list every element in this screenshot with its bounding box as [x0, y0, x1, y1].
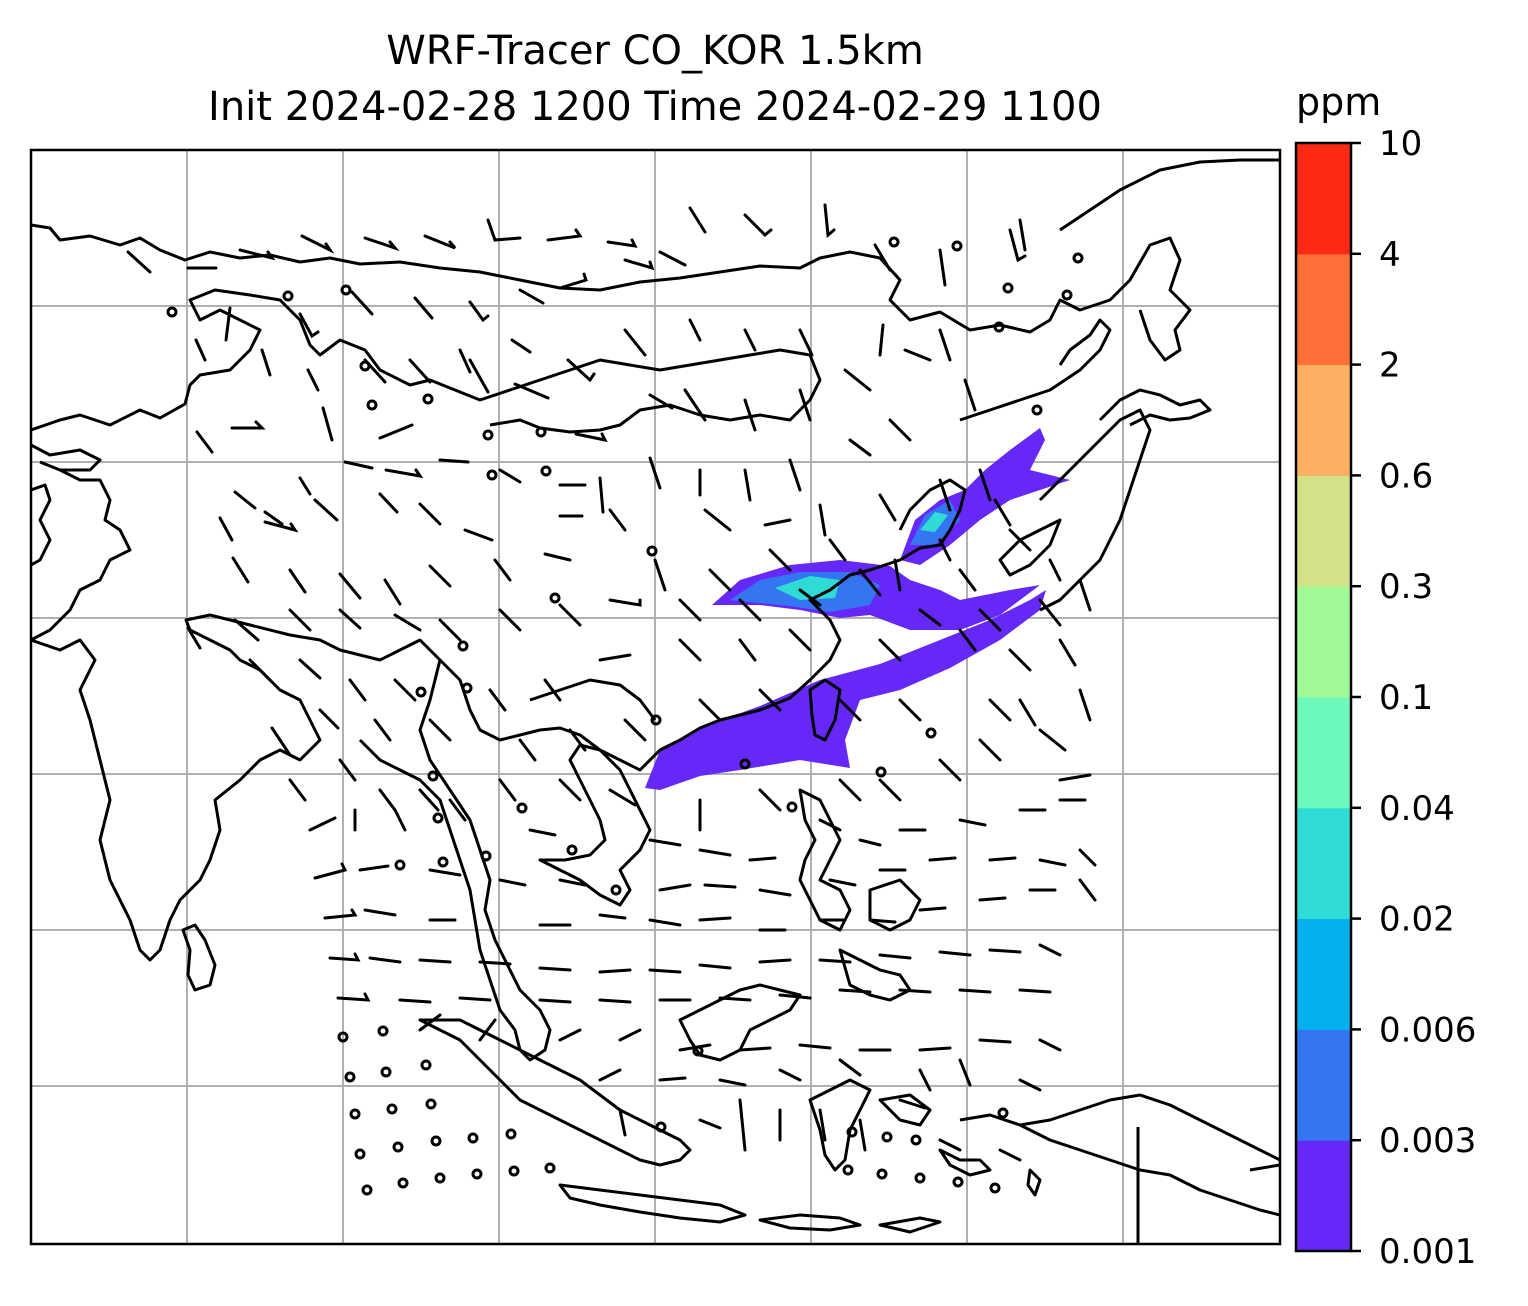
- wind-barbs: [126, 203, 1097, 1162]
- colorbar-tick-label: 10: [1379, 124, 1422, 164]
- colorbar-segment: [1296, 1140, 1351, 1252]
- colorbar-tick-label: 4: [1379, 235, 1401, 275]
- colorbar-tick-label: 2: [1379, 346, 1401, 386]
- colorbar-segment: [1296, 143, 1351, 255]
- colorbar-tick-label: 0.001: [1379, 1232, 1476, 1272]
- colorbar-tick-label: 0.6: [1379, 456, 1433, 496]
- map-title-line1: WRF-Tracer CO_KOR 1.5km: [386, 28, 924, 74]
- colorbar-tick-label: 0.02: [1379, 900, 1455, 940]
- gridlines: [31, 150, 1280, 1244]
- colorbar-segment: [1296, 253, 1351, 366]
- colorbar-tick-label: 0.04: [1379, 789, 1455, 829]
- colorbar-segment: [1296, 918, 1351, 1030]
- colorbar-segment: [1296, 586, 1351, 698]
- colorbar: 0.001 0.003 0.006 0.02 0.04 0.1 0.3 0.6 2 4 10: [1294, 124, 1476, 1272]
- map-area: [31, 150, 1280, 1244]
- colorbar-tick-label: 0.1: [1379, 678, 1433, 718]
- colorbar-tick-label: 0.3: [1379, 567, 1433, 607]
- colorbar-segment: [1296, 807, 1351, 920]
- colorbar-segment: [1296, 697, 1351, 809]
- calm-wind-markers: [166, 236, 1084, 1196]
- tracer-plume: [645, 428, 1070, 790]
- coastlines: [31, 158, 1280, 1244]
- map-title-line2: Init 2024-02-28 1200 Time 2024-02-29 110…: [208, 84, 1102, 130]
- colorbar-segment: [1296, 364, 1351, 476]
- colorbar-tick-label: 0.006: [1379, 1010, 1476, 1050]
- colorbar-unit-label: ppm: [1296, 80, 1382, 124]
- colorbar-segment: [1296, 1029, 1351, 1141]
- colorbar-segment: [1296, 475, 1351, 587]
- colorbar-tick-label: 0.003: [1379, 1121, 1476, 1161]
- map-frame: [29, 148, 1282, 1246]
